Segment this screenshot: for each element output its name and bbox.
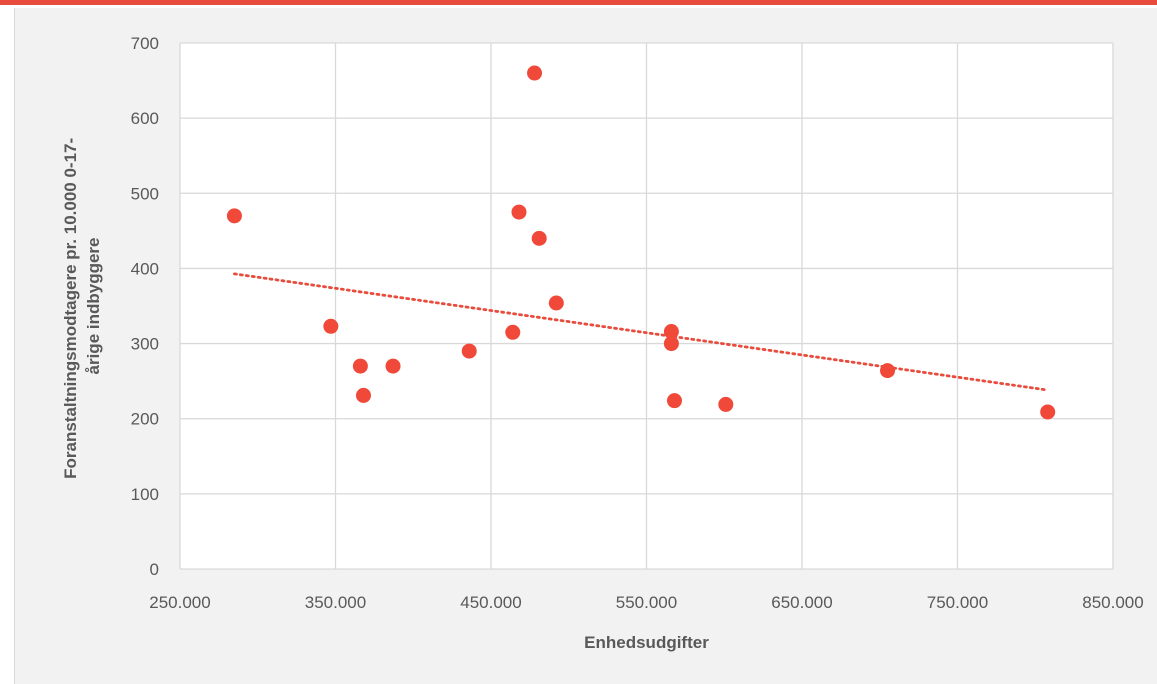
data-points [226, 65, 1056, 420]
x-tick-labels: 250.000 350.000 450.000 550.000 650.000 750.0… [149, 593, 1143, 612]
y-axis-title-line-2: årige indbyggere [84, 238, 103, 375]
y-tick-labels: 0 100 200 300 400 500 600 700 [131, 34, 159, 579]
x-tick-label: 250.000 [149, 593, 210, 612]
x-tick-label: 450.000 [460, 593, 521, 612]
y-tick-label: 700 [131, 34, 159, 53]
data-point [1040, 404, 1056, 420]
top-accent-rule [0, 0, 1157, 5]
x-tick-label: 850.000 [1082, 593, 1143, 612]
y-tick-label: 100 [131, 485, 159, 504]
y-axis-title: Foranstaltningsmodtagere pr. 10.000 0-17… [61, 133, 103, 479]
data-point [663, 324, 679, 340]
y-tick-label: 600 [131, 109, 159, 128]
data-point [505, 324, 521, 340]
data-point [666, 393, 682, 409]
data-point [461, 343, 477, 359]
data-point [511, 204, 527, 220]
y-tick-label: 0 [150, 560, 159, 579]
data-point [531, 230, 547, 246]
x-tick-label: 650.000 [771, 593, 832, 612]
data-point [718, 396, 734, 412]
data-point [548, 295, 564, 311]
x-tick-label: 350.000 [305, 593, 366, 612]
y-tick-label: 400 [131, 259, 159, 278]
x-tick-label: 550.000 [616, 593, 677, 612]
y-tick-label: 200 [131, 410, 159, 429]
trendline [233, 272, 1050, 392]
trendline-layer [233, 272, 1050, 392]
data-point [880, 363, 896, 379]
x-axis-title: Enhedsudgifter [584, 633, 709, 652]
data-point [226, 208, 242, 224]
data-point [527, 65, 543, 81]
y-tick-label: 300 [131, 335, 159, 354]
x-tick-label: 750.000 [927, 593, 988, 612]
data-point [352, 358, 368, 374]
data-point [355, 387, 371, 403]
y-tick-label: 500 [131, 184, 159, 203]
y-axis-title-line-1: Foranstaltningsmodtagere pr. 10.000 0-17… [61, 138, 80, 479]
data-point [385, 358, 401, 374]
data-point [663, 336, 679, 352]
gridlines [179, 42, 1114, 570]
data-point [323, 318, 339, 334]
